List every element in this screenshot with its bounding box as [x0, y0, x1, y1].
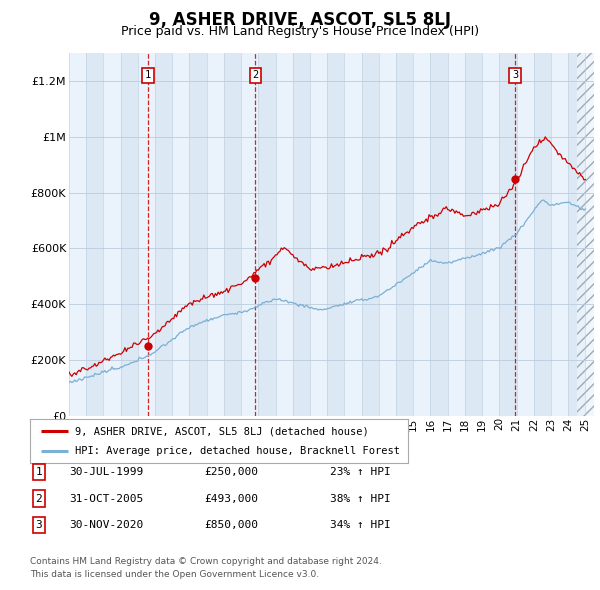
Text: 1: 1 [35, 467, 43, 477]
Bar [586, 53, 600, 416]
Text: 38% ↑ HPI: 38% ↑ HPI [330, 494, 391, 503]
Bar [172, 53, 190, 416]
Text: 3: 3 [512, 70, 518, 80]
Bar [275, 53, 293, 416]
Bar [551, 53, 568, 416]
Bar [310, 53, 327, 416]
Bar [86, 53, 103, 416]
Text: 3: 3 [35, 520, 43, 530]
Text: 23% ↑ HPI: 23% ↑ HPI [330, 467, 391, 477]
Bar [155, 53, 172, 416]
Bar [344, 53, 362, 416]
Text: 31-OCT-2005: 31-OCT-2005 [69, 494, 143, 503]
Bar [190, 53, 207, 416]
Bar [499, 53, 517, 416]
Bar [430, 53, 448, 416]
Bar [103, 53, 121, 416]
Bar [534, 53, 551, 416]
Bar [207, 53, 224, 416]
Bar [465, 53, 482, 416]
Text: Contains HM Land Registry data © Crown copyright and database right 2024.: Contains HM Land Registry data © Crown c… [30, 558, 382, 566]
Bar [396, 53, 413, 416]
Text: 2: 2 [35, 494, 43, 503]
Text: 1: 1 [145, 70, 151, 80]
Text: £850,000: £850,000 [204, 520, 258, 530]
Text: 9, ASHER DRIVE, ASCOT, SL5 8LJ (detached house): 9, ASHER DRIVE, ASCOT, SL5 8LJ (detached… [76, 427, 369, 436]
Bar [413, 53, 430, 416]
Bar [327, 53, 344, 416]
Bar [362, 53, 379, 416]
Bar [577, 53, 594, 416]
Text: 9, ASHER DRIVE, ASCOT, SL5 8LJ: 9, ASHER DRIVE, ASCOT, SL5 8LJ [149, 11, 451, 29]
Text: This data is licensed under the Open Government Licence v3.0.: This data is licensed under the Open Gov… [30, 571, 319, 579]
Text: 30-JUL-1999: 30-JUL-1999 [69, 467, 143, 477]
Bar [379, 53, 396, 416]
Bar [121, 53, 138, 416]
Bar [568, 53, 586, 416]
Bar [482, 53, 499, 416]
Bar [69, 53, 86, 416]
Text: £250,000: £250,000 [204, 467, 258, 477]
Bar [259, 53, 275, 416]
Bar [517, 53, 534, 416]
Bar [448, 53, 465, 416]
Text: 2: 2 [253, 70, 259, 80]
Bar [293, 53, 310, 416]
Text: 34% ↑ HPI: 34% ↑ HPI [330, 520, 391, 530]
Bar [138, 53, 155, 416]
Bar [577, 53, 594, 416]
Text: HPI: Average price, detached house, Bracknell Forest: HPI: Average price, detached house, Brac… [76, 446, 400, 455]
Text: 30-NOV-2020: 30-NOV-2020 [69, 520, 143, 530]
Text: £493,000: £493,000 [204, 494, 258, 503]
Text: Price paid vs. HM Land Registry's House Price Index (HPI): Price paid vs. HM Land Registry's House … [121, 25, 479, 38]
Bar [241, 53, 259, 416]
Bar [224, 53, 241, 416]
